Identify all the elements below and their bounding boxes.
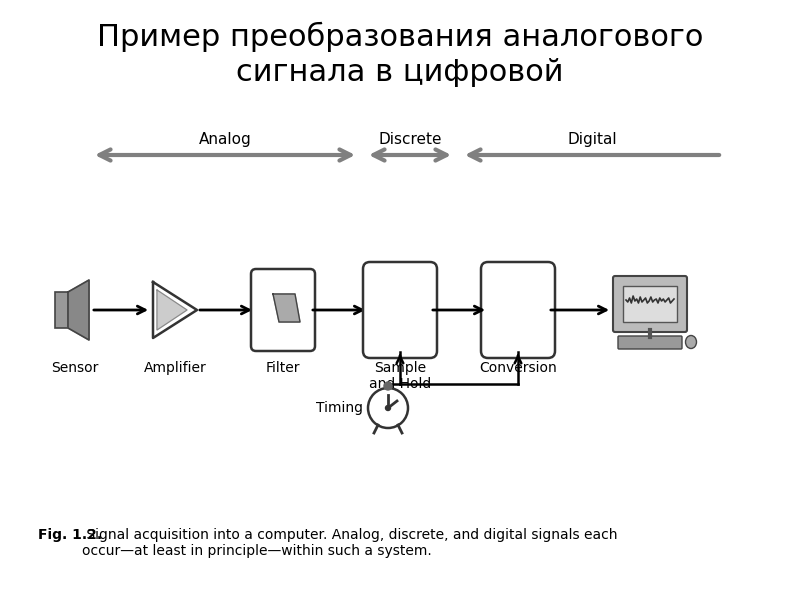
- Polygon shape: [153, 282, 197, 338]
- Text: Sensor: Sensor: [51, 361, 98, 375]
- Text: Amplifier: Amplifier: [144, 361, 206, 375]
- Bar: [623, 286, 677, 322]
- Ellipse shape: [686, 335, 697, 349]
- Circle shape: [386, 406, 390, 410]
- Bar: [55, 292, 68, 328]
- FancyBboxPatch shape: [618, 336, 682, 349]
- Text: Discrete: Discrete: [378, 132, 442, 147]
- Circle shape: [368, 388, 408, 428]
- Text: Sample
and Hold: Sample and Hold: [369, 361, 431, 391]
- FancyBboxPatch shape: [481, 262, 555, 358]
- Polygon shape: [273, 294, 300, 322]
- Text: Filter: Filter: [266, 361, 300, 375]
- Circle shape: [384, 382, 392, 390]
- FancyBboxPatch shape: [363, 262, 437, 358]
- Text: Fig. 1.2.: Fig. 1.2.: [38, 528, 102, 542]
- Text: Signal acquisition into a computer. Analog, discrete, and digital signals each
o: Signal acquisition into a computer. Anal…: [82, 528, 618, 558]
- Text: Conversion: Conversion: [479, 361, 557, 375]
- Polygon shape: [157, 290, 187, 330]
- Text: Digital: Digital: [567, 132, 617, 147]
- Text: Пример преобразования аналогового: Пример преобразования аналогового: [97, 22, 703, 52]
- FancyBboxPatch shape: [251, 269, 315, 351]
- Text: Analog: Analog: [198, 132, 251, 147]
- Text: сигнала в цифровой: сигнала в цифровой: [236, 58, 564, 87]
- Polygon shape: [68, 280, 89, 340]
- Text: Timing: Timing: [316, 401, 363, 415]
- FancyBboxPatch shape: [613, 276, 687, 332]
